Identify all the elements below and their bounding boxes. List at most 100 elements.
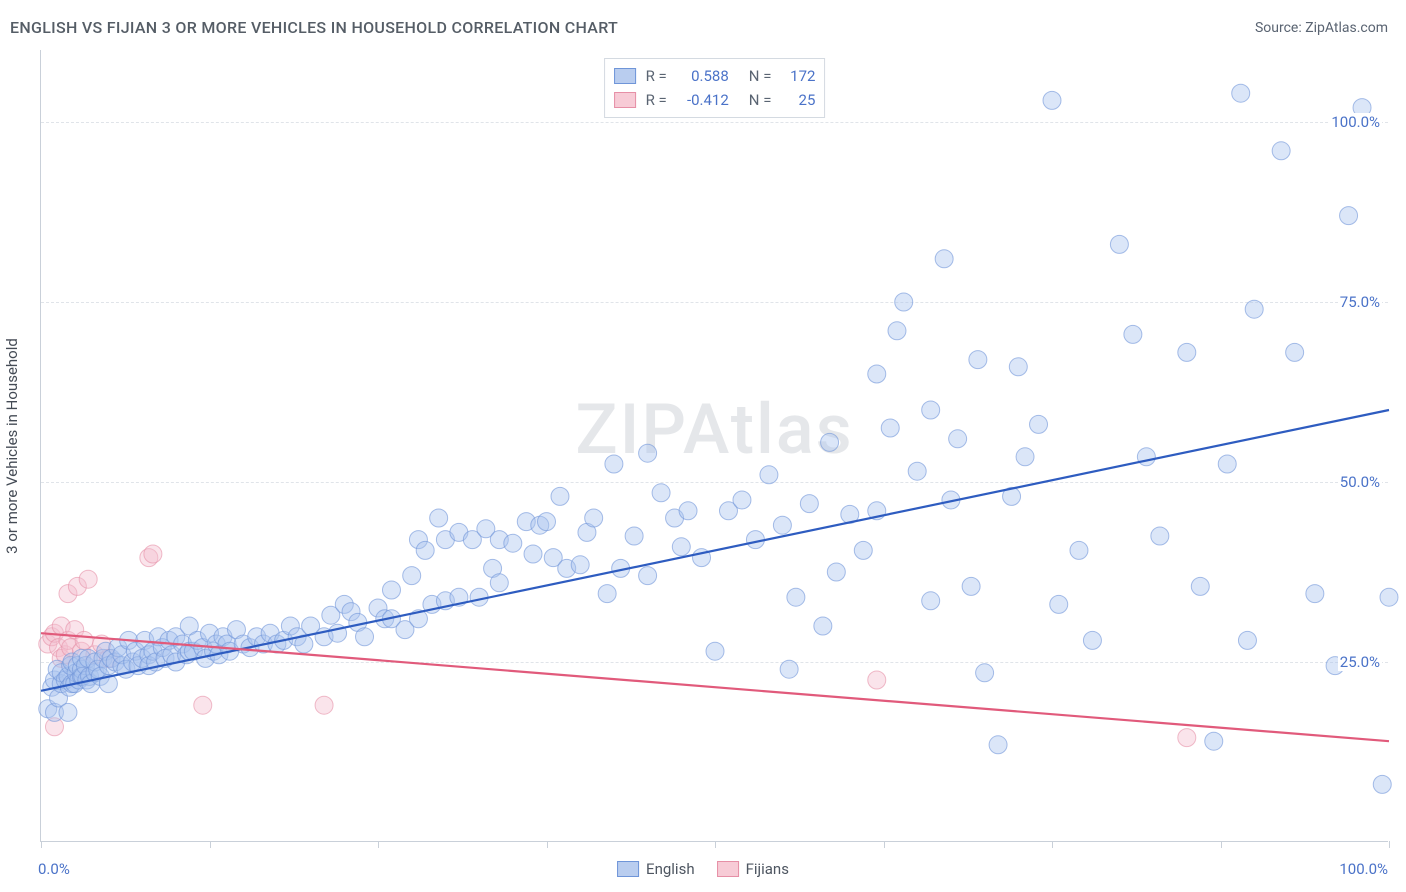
data-point: [1205, 732, 1223, 750]
data-point: [144, 545, 162, 563]
stat-r-key: R =: [646, 88, 667, 112]
legend-row: R = -0.412 N = 25: [614, 88, 816, 112]
legend-swatch: [614, 68, 636, 84]
data-point: [356, 628, 374, 646]
data-point: [538, 513, 556, 531]
data-point: [1306, 585, 1324, 603]
correlation-legend: R =0.588N =172R = -0.412 N = 25: [604, 58, 826, 118]
legend-item: Fijians: [717, 860, 789, 878]
data-point: [1238, 631, 1256, 649]
data-point: [315, 696, 333, 714]
x-tick: [547, 841, 548, 848]
data-point: [1016, 448, 1034, 466]
data-point: [571, 556, 589, 574]
stat-n-value: 25: [781, 88, 815, 112]
data-point: [551, 487, 569, 505]
data-point: [773, 516, 791, 534]
data-point: [969, 351, 987, 369]
data-point: [1178, 729, 1196, 747]
data-point: [821, 433, 839, 451]
series-legend: English Fijians: [617, 860, 789, 878]
data-point: [605, 455, 623, 473]
data-point: [430, 509, 448, 527]
data-point: [868, 365, 886, 383]
data-point: [403, 567, 421, 585]
x-tick: [715, 841, 716, 848]
x-axis-label-max: 100.0%: [1339, 860, 1388, 878]
x-tick: [884, 841, 885, 848]
data-point: [733, 491, 751, 509]
data-point: [780, 660, 798, 678]
data-point: [504, 534, 522, 552]
chart-title: ENGLISH VS FIJIAN 3 OR MORE VEHICLES IN …: [10, 18, 618, 37]
x-tick: [1221, 841, 1222, 848]
data-point: [787, 588, 805, 606]
data-point: [922, 401, 940, 419]
legend-row: R =0.588N =172: [614, 64, 816, 88]
data-point: [1151, 527, 1169, 545]
data-point: [1373, 775, 1391, 793]
legend-swatch: [614, 92, 636, 108]
data-point: [800, 495, 818, 513]
data-point: [949, 430, 967, 448]
data-point: [672, 538, 690, 556]
data-point: [1286, 343, 1304, 361]
data-point: [194, 696, 212, 714]
plot-svg: [41, 50, 1388, 841]
y-tick-label: 50.0%: [1338, 473, 1382, 491]
data-point: [490, 574, 508, 592]
data-point: [908, 462, 926, 480]
data-point: [416, 541, 434, 559]
stat-n-key: N =: [749, 88, 772, 112]
data-point: [652, 484, 670, 502]
scatter-chart: ZIPAtlas R =0.588N =172R =-0.412N =25 25…: [40, 50, 1388, 842]
data-point: [989, 736, 1007, 754]
data-point: [1272, 142, 1290, 160]
data-point: [1030, 415, 1048, 433]
data-point: [1245, 300, 1263, 318]
data-point: [1178, 343, 1196, 361]
data-point: [1070, 541, 1088, 559]
data-point: [922, 592, 940, 610]
data-point: [895, 293, 913, 311]
y-tick-label: 75.0%: [1338, 293, 1382, 311]
data-point: [814, 617, 832, 635]
legend-label: English: [646, 860, 695, 878]
source-attribution: Source: ZipAtlas.com: [1255, 20, 1388, 36]
legend-swatch: [617, 861, 639, 877]
data-point: [962, 577, 980, 595]
stat-r-value: -0.412: [677, 88, 729, 112]
legend-item: English: [617, 860, 695, 878]
data-point: [1191, 577, 1209, 595]
stat-n-value: 172: [781, 64, 815, 88]
data-point: [881, 419, 899, 437]
data-point: [868, 671, 886, 689]
data-point: [760, 466, 778, 484]
data-point: [79, 570, 97, 588]
data-point: [585, 509, 603, 527]
legend-label: Fijians: [746, 860, 789, 878]
data-point: [382, 581, 400, 599]
legend-swatch: [717, 861, 739, 877]
data-point: [598, 585, 616, 603]
y-tick-label: 25.0%: [1338, 653, 1382, 671]
data-point: [1137, 448, 1155, 466]
x-tick: [210, 841, 211, 848]
data-point: [639, 567, 657, 585]
data-point: [625, 527, 643, 545]
data-point: [888, 322, 906, 340]
data-point: [1218, 455, 1236, 473]
data-point: [1380, 588, 1398, 606]
data-point: [1124, 325, 1142, 343]
data-point: [1110, 235, 1128, 253]
data-point: [854, 541, 872, 559]
stat-r-value: 0.588: [677, 64, 729, 88]
data-point: [935, 250, 953, 268]
data-point: [827, 563, 845, 581]
data-point: [59, 703, 77, 721]
data-point: [1050, 595, 1068, 613]
data-point: [976, 664, 994, 682]
data-point: [1043, 91, 1061, 109]
data-point: [524, 545, 542, 563]
data-point: [679, 502, 697, 520]
